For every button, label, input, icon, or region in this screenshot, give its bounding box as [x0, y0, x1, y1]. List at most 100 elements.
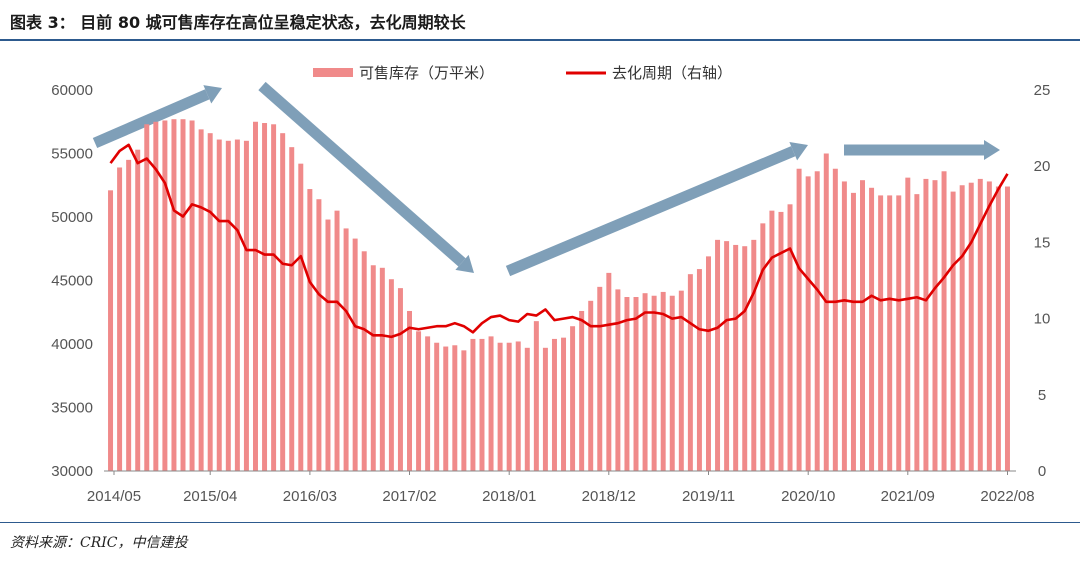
x-tick-label: 2014/05 — [87, 488, 141, 505]
inventory-bar — [778, 211, 784, 472]
y-left-tick-label: 45000 — [51, 273, 93, 290]
inventory-bar — [488, 336, 494, 471]
inventory-bar — [751, 239, 757, 471]
inventory-bar — [144, 124, 150, 471]
inventory-bar — [950, 191, 956, 471]
title-rule — [0, 39, 1080, 41]
inventory-bar — [117, 167, 123, 471]
inventory-bar — [397, 288, 403, 471]
y-right-tick-label: 15 — [1034, 234, 1051, 251]
inventory-bar — [796, 168, 802, 472]
legend-swatch-inventory — [313, 68, 353, 77]
y-right-tick-label: 20 — [1034, 158, 1051, 175]
inventory-bar — [896, 195, 902, 471]
legend-label-cycle: 去化周期（右轴） — [612, 64, 732, 82]
chart-title: 图表 3： 目前 80 城可售库存在高位呈稳定状态，去化周期较长 — [10, 13, 466, 32]
inventory-bar — [633, 297, 639, 471]
inventory-bar — [832, 168, 838, 472]
inventory-bar — [733, 244, 739, 471]
inventory-bar — [497, 342, 503, 471]
x-tick-label: 2015/04 — [183, 488, 237, 505]
inventory-bar — [515, 341, 521, 471]
inventory-bar — [615, 289, 621, 471]
inventory-bar — [841, 181, 847, 471]
trend-arrow-head — [203, 85, 222, 104]
inventory-bar — [941, 171, 947, 471]
inventory-bar — [551, 338, 557, 471]
inventory-bars — [108, 119, 1010, 472]
inventory-bar — [189, 120, 195, 471]
inventory-bar — [271, 124, 277, 471]
inventory-bar — [977, 178, 983, 471]
inventory-bar — [769, 210, 775, 471]
legend-label-inventory: 可售库存（万平米） — [359, 64, 494, 82]
cycle-line — [109, 143, 1009, 339]
inventory-bar — [986, 181, 992, 471]
inventory-bar — [479, 338, 485, 471]
inventory-bar — [742, 246, 748, 471]
inventory-bar — [198, 129, 204, 471]
inventory-bar — [180, 119, 186, 472]
footer-rule — [0, 522, 1080, 523]
inventory-bar — [108, 190, 114, 471]
inventory-bar — [724, 241, 730, 471]
inventory-bar — [968, 182, 974, 471]
inventory-bar — [361, 251, 367, 471]
inventory-bar — [533, 321, 539, 471]
inventory-bar — [696, 269, 702, 471]
inventory-bar — [1004, 186, 1010, 471]
inventory-bar — [225, 140, 231, 472]
inventory-bar — [253, 121, 258, 471]
inventory-bar — [307, 189, 313, 471]
inventory-bar — [860, 180, 865, 472]
trend-arrow-shaft — [505, 146, 796, 277]
y-right-tick-label: 5 — [1038, 387, 1046, 404]
inventory-bar — [878, 195, 884, 471]
y-right-tick-label: 0 — [1038, 463, 1046, 480]
inventory-bar — [262, 123, 268, 472]
inventory-bar — [126, 159, 132, 471]
x-tick-label: 2016/03 — [283, 488, 337, 505]
inventory-bar — [905, 177, 911, 471]
legend: 可售库存（万平米） 去化周期（右轴） — [313, 64, 732, 82]
trend-arrows — [92, 81, 1000, 277]
inventory-bar — [805, 176, 811, 472]
inventory-bar — [588, 300, 594, 471]
inventory-bar — [869, 187, 875, 472]
cycle-line-path — [109, 143, 1009, 339]
inventory-bar — [995, 186, 1001, 471]
inventory-bar — [823, 153, 829, 471]
x-tick-label: 2018/01 — [482, 488, 536, 505]
inventory-bar — [443, 346, 449, 471]
inventory-bar — [298, 163, 304, 471]
inventory-bar — [207, 133, 213, 471]
trend-arrow-head — [984, 140, 1000, 160]
inventory-bar — [624, 297, 630, 471]
y-left-tick-label: 50000 — [51, 209, 93, 226]
inventory-bar — [388, 279, 394, 471]
y-left-tick-label: 55000 — [51, 146, 93, 163]
x-tick-label: 2017/02 — [382, 488, 436, 505]
inventory-bar — [216, 139, 222, 471]
inventory-bar — [542, 347, 548, 471]
y-right-tick-label: 10 — [1034, 311, 1051, 328]
y-left-tick-label: 35000 — [51, 400, 93, 417]
trend-arrow-head — [455, 254, 474, 273]
inventory-bar — [660, 291, 666, 471]
axes: 30000 35000 40000 45000 50000 55000 60000 0 5 10 1… — [51, 82, 1050, 505]
inventory-bar — [425, 336, 431, 471]
inventory-bar — [787, 204, 793, 472]
trend-arrow-shaft — [92, 89, 210, 149]
inventory-bar — [452, 345, 458, 471]
inventory-bar — [289, 147, 295, 471]
inventory-bar — [171, 119, 177, 472]
inventory-bar — [234, 139, 240, 471]
inventory-bar — [606, 272, 612, 471]
inventory-bar — [923, 178, 929, 471]
inventory-bar — [850, 192, 856, 471]
inventory-bar — [887, 195, 893, 471]
inventory-bar — [524, 347, 530, 471]
inventory-bar — [570, 326, 576, 471]
inventory-bar — [760, 223, 766, 471]
